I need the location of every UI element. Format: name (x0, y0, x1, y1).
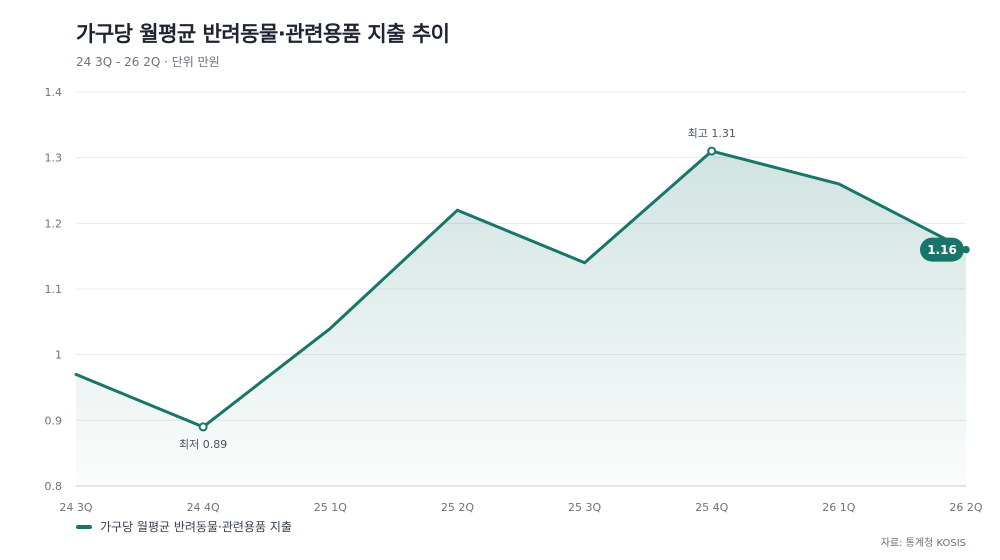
chart-title: 가구당 월평균 반려동물·관련용품 지출 추이 (76, 22, 450, 46)
x-tick-label: 25 3Q (568, 501, 601, 514)
x-tick-label: 25 2Q (441, 501, 474, 514)
chart-subtitle: 24 3Q - 26 2Q · 단위 만원 (76, 55, 220, 69)
min-label: 최저 0.89 (179, 438, 227, 451)
max-label: 최고 1.31 (688, 127, 736, 140)
last-value-badge (920, 237, 964, 262)
y-tick-label: 1.3 (45, 152, 63, 165)
y-tick-label: 1.2 (45, 217, 63, 230)
legend-label: 가구당 월평균 반려동물·관련용품 지출 (100, 520, 292, 534)
min-point (198, 422, 208, 432)
x-tick-label: 25 4Q (695, 501, 728, 514)
x-tick-label: 24 4Q (187, 501, 220, 514)
x-tick-label: 24 3Q (59, 501, 92, 514)
y-tick-label: 1.1 (45, 283, 63, 296)
y-tick-label: 0.9 (45, 414, 63, 427)
y-tick-label: 1.4 (45, 86, 63, 99)
series-line (74, 149, 968, 429)
x-tick-label: 25 1Q (314, 501, 347, 514)
legend: 가구당 월평균 반려동물·관련용품 지출 (76, 518, 292, 535)
legend-swatch (76, 524, 92, 529)
last-value-label: 1.16 (927, 243, 957, 257)
source-note: 자료: 통계청 KOSIS (880, 538, 966, 549)
series-area (76, 151, 966, 486)
x-tick-label: 26 1Q (822, 501, 855, 514)
x-tick-label: 26 2Q (949, 501, 982, 514)
max-point (707, 146, 717, 156)
y-tick-label: 0.8 (45, 480, 63, 493)
y-tick-label: 1 (55, 349, 62, 362)
